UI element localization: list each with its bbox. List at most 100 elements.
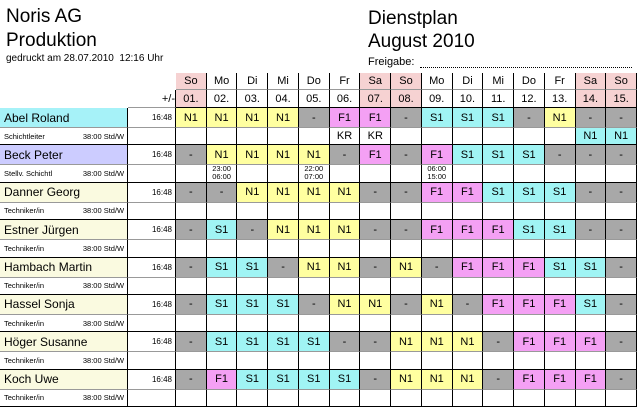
empty [452, 202, 484, 221]
date: 15. [606, 90, 637, 108]
shift: N1 [298, 145, 330, 166]
printed-date: gedruckt am 28.07.2010 12:16 Uhr [6, 53, 164, 64]
weekly-hours: 38:00 Std/W [80, 277, 128, 295]
shift: - [360, 182, 392, 203]
empty [514, 314, 545, 333]
shift: N1 [298, 220, 330, 241]
balance-empty [128, 352, 176, 370]
shift: N1 [421, 369, 453, 390]
date: 12. [514, 90, 545, 108]
empty [391, 314, 422, 333]
empty [391, 352, 422, 370]
date: 14. [575, 90, 607, 108]
empty [483, 240, 515, 258]
shift: - [176, 332, 207, 353]
empty [514, 352, 545, 370]
weekday: Fr [544, 73, 576, 90]
employee-name: Koch Uwe [0, 369, 128, 390]
empty [421, 277, 453, 295]
empty [329, 165, 361, 183]
empty [391, 389, 422, 407]
empty [575, 202, 607, 221]
shift: - [176, 294, 207, 315]
empty [206, 202, 238, 221]
date: 02. [206, 90, 238, 108]
shift: S1 [575, 294, 607, 315]
weekly-hours: 38:00 Std/W [80, 202, 128, 221]
shift: F1 [360, 145, 392, 166]
empty [544, 165, 576, 183]
empty [514, 165, 545, 183]
empty [544, 202, 576, 221]
empty [391, 277, 422, 295]
empty [329, 277, 361, 295]
empty [176, 165, 207, 183]
empty [606, 165, 637, 183]
row-separator [0, 144, 637, 146]
shift: S1 [483, 108, 515, 128]
empty [606, 277, 637, 295]
date: 13. [544, 90, 576, 108]
balance: 16:48 [128, 294, 176, 315]
shift: S1 [298, 332, 330, 353]
row-separator [0, 219, 637, 221]
shift: S1 [237, 257, 269, 278]
weekly-hours: 38:00 Std/W [80, 165, 128, 183]
empty [298, 128, 330, 146]
empty [391, 165, 422, 183]
shift-time: 22:00 07:00 [298, 165, 330, 183]
empty [329, 240, 361, 258]
extra-shift: N1 [575, 128, 607, 146]
empty [544, 128, 576, 146]
empty [360, 314, 392, 333]
time: 07:00 [304, 172, 324, 182]
empty [329, 314, 361, 333]
empty [575, 314, 607, 333]
shift: - [483, 332, 515, 353]
shift: S1 [452, 145, 484, 166]
empty [452, 128, 484, 146]
empty [298, 389, 330, 407]
shift: N1 [268, 182, 299, 203]
empty [176, 277, 207, 295]
weekday: Mo [421, 73, 453, 90]
shift: - [606, 220, 637, 241]
employee-role: Stellv. Schichtl [0, 165, 86, 183]
empty [575, 352, 607, 370]
shift: F1 [421, 145, 453, 166]
shift: - [575, 108, 607, 128]
shift: N1 [452, 369, 484, 390]
shift: N1 [268, 220, 299, 241]
employee-name: Beck Peter [0, 145, 128, 166]
weekday: Mo [206, 73, 238, 90]
empty [606, 352, 637, 370]
time: 15:00 [427, 172, 447, 182]
shift: S1 [298, 369, 330, 390]
shift: S1 [206, 294, 238, 315]
empty [452, 314, 484, 333]
empty [606, 202, 637, 221]
shift: F1 [483, 294, 515, 315]
extra-shift: KR [360, 128, 392, 146]
shift: S1 [329, 369, 361, 390]
shift: F1 [452, 220, 484, 241]
shift: - [606, 108, 637, 128]
shift: S1 [544, 182, 576, 203]
employee-role: Techniker/in [0, 202, 86, 221]
shift: - [606, 294, 637, 315]
balance-empty [128, 202, 176, 221]
empty [391, 240, 422, 258]
shift: S1 [237, 369, 269, 390]
balance-empty [128, 314, 176, 333]
employee-name: Hassel Sonja [0, 294, 128, 315]
empty [360, 202, 392, 221]
shift: F1 [514, 369, 545, 390]
shift: N1 [391, 332, 422, 353]
empty [268, 240, 299, 258]
empty [421, 128, 453, 146]
empty [514, 202, 545, 221]
empty [298, 314, 330, 333]
shift: F1 [421, 182, 453, 203]
empty [268, 389, 299, 407]
shift: - [268, 257, 299, 278]
